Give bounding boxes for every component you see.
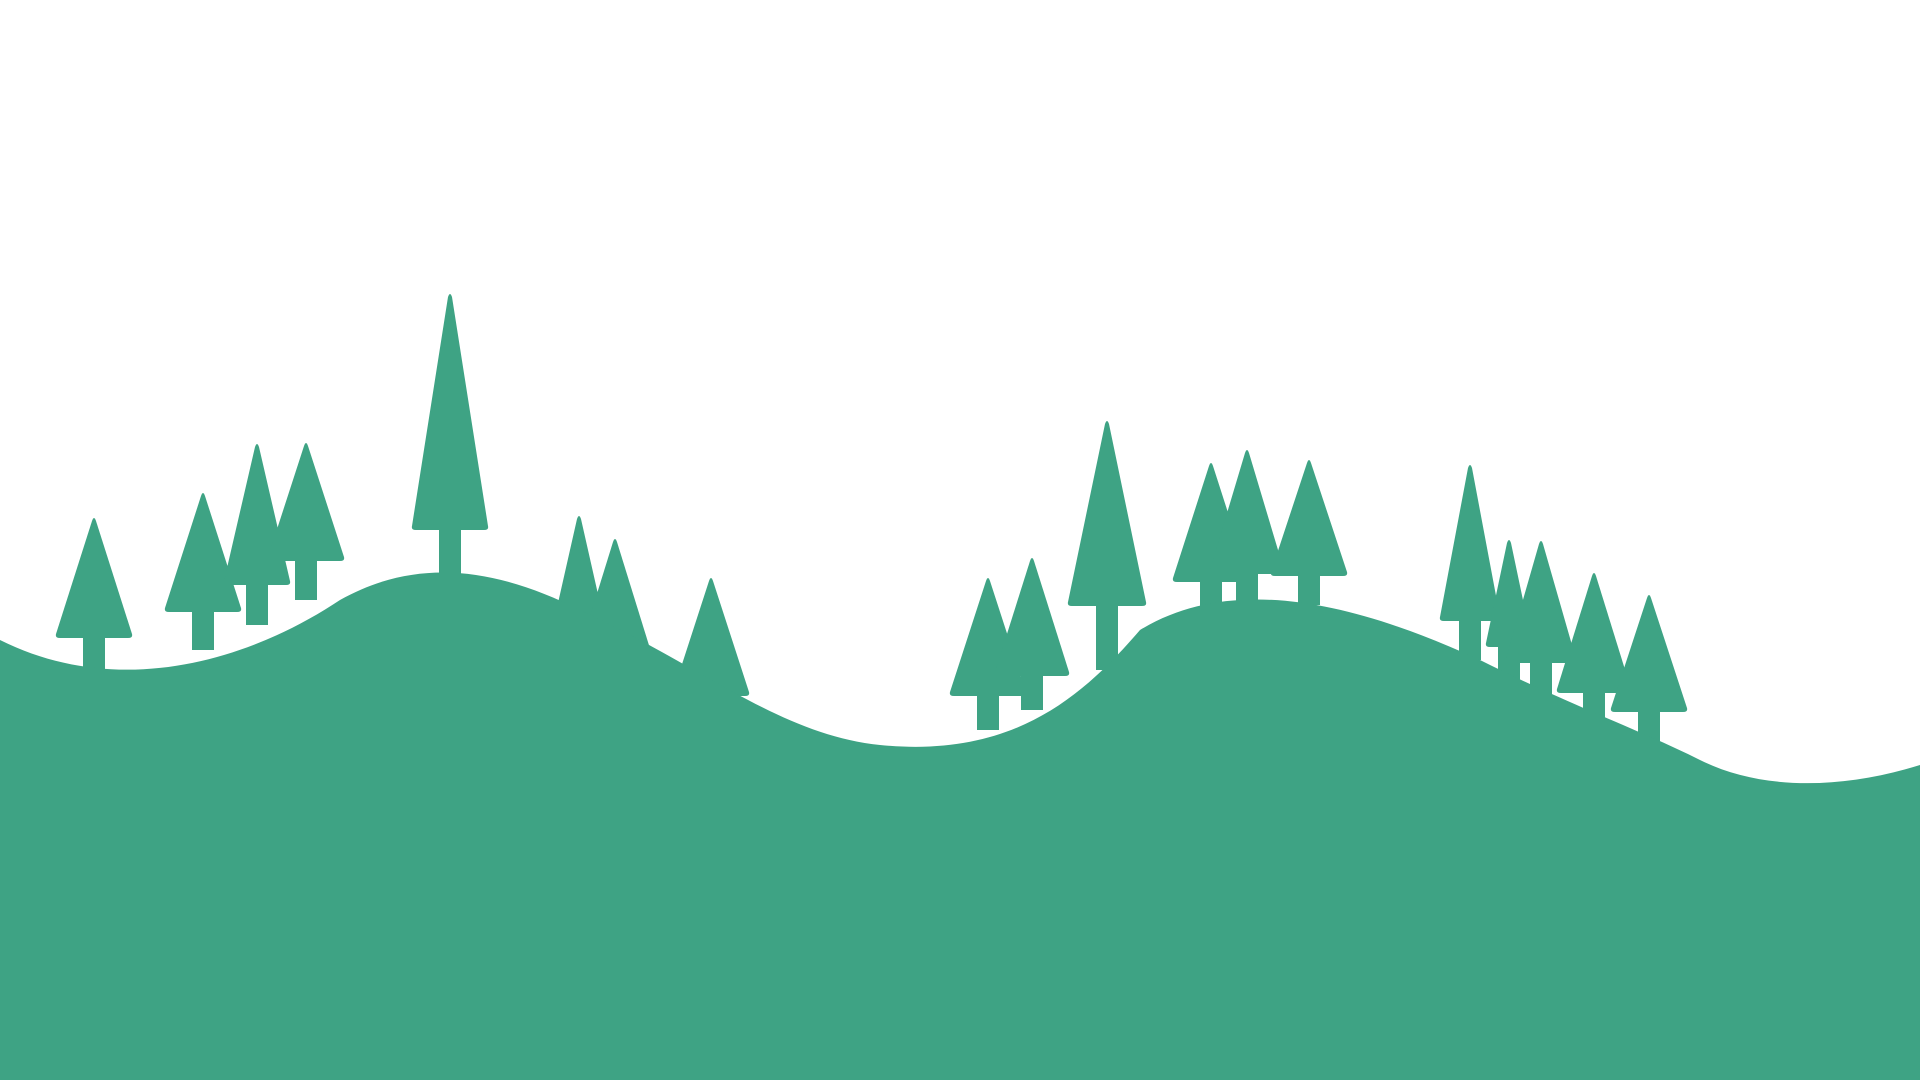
pine-tree-canopy [1209, 450, 1285, 574]
rolling-hills [0, 572, 1920, 1080]
pine-tree-trunk [295, 559, 317, 600]
pine-tree-canopy [1610, 595, 1688, 712]
pine-tree-trunk [1298, 574, 1320, 605]
pine-tree-canopy [1556, 573, 1632, 693]
pine-tree-canopy [164, 493, 242, 612]
pine-tree-trunk [1096, 604, 1118, 670]
pine-tree [1067, 421, 1147, 670]
pine-tree-trunk [192, 610, 214, 650]
pine-tree-canopy [1067, 421, 1147, 606]
pine-tree-canopy [672, 578, 750, 696]
pine-tree-trunk [246, 583, 268, 625]
pine-tree [1439, 465, 1501, 660]
pine-tree-canopy [411, 294, 489, 530]
pine-tree-canopy [55, 518, 133, 638]
pine-tree-trunk [977, 694, 999, 730]
pine-tree [164, 493, 242, 650]
pine-tree [1270, 460, 1348, 605]
pine-tree-trunk [1021, 674, 1043, 710]
pine-tree [267, 443, 345, 600]
pine-tree-trunk [1459, 619, 1481, 660]
pine-tree-canopy [1270, 460, 1348, 576]
pine-tree [994, 558, 1070, 710]
pine-tree-canopy [1439, 465, 1501, 621]
pine-tree-canopy [267, 443, 345, 561]
pine-tree-canopy [1505, 541, 1577, 663]
pine-tree-canopy [994, 558, 1070, 676]
